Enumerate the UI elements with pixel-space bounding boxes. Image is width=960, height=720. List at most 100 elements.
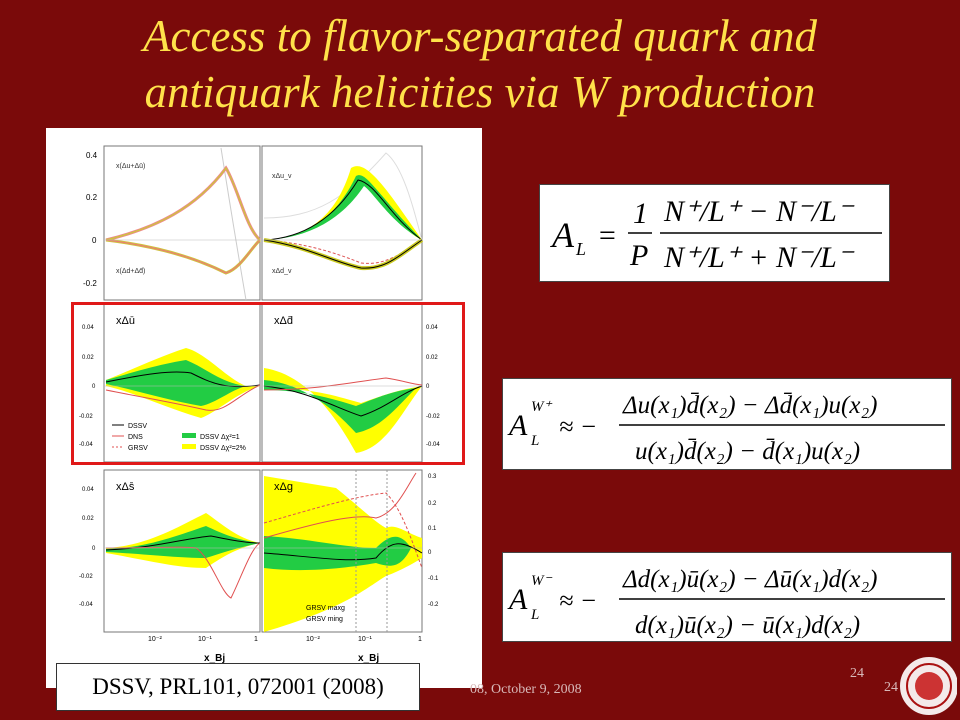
- uv-curve: [263, 179, 423, 241]
- panel-frame-1: [103, 145, 261, 301]
- tick-mid-3: 0: [92, 384, 96, 390]
- pdf-figure: x(Δu+Δū) x(Δd+Δd̄) xΔu_v xΔd_v xΔū xΔd̄ …: [46, 128, 482, 688]
- ubar-band-green: [106, 360, 246, 406]
- legend-g-1: GRSV maxg: [306, 605, 345, 612]
- dbar-band-green: [264, 380, 416, 433]
- uv-grey: [263, 152, 423, 241]
- tick-top-1: 0.4: [86, 151, 98, 160]
- legend-band-yellow: [182, 444, 196, 449]
- panel-frame-2: [261, 145, 423, 301]
- panel-label-6: xΔd̄: [274, 315, 293, 327]
- svg-text:A: A: [507, 409, 528, 442]
- tick-mid-5: -0.04: [79, 442, 93, 448]
- sbar-curve: [105, 535, 261, 551]
- equation-al: A L = 1 P N⁺/L⁺ − N⁻/L⁻ N⁺/L⁺ + N⁻/L⁻: [539, 184, 890, 282]
- svg-text:P: P: [629, 239, 648, 272]
- panel-label-7: xΔs̄: [116, 481, 135, 493]
- tick-g-1: 0.3: [428, 474, 437, 480]
- uv-band-green: [264, 175, 422, 240]
- tick-mid-r4: -0.02: [426, 414, 440, 420]
- equation-al-svg: A L = 1 P N⁺/L⁺ − N⁻/L⁻ N⁺/L⁺ + N⁻/L⁻: [550, 195, 882, 274]
- wminus-numerator: Δd(x₁)ū(x₂) − Δū(x₁)d(x₂): [622, 566, 877, 593]
- grey-curve: [220, 147, 247, 301]
- equation-w-plus-svg: A L W⁺ ≈ − Δu(x₁)d̄(x₂) − Δd̄(x₁)u(x₂) u…: [507, 392, 945, 465]
- highlight-box: [71, 302, 465, 465]
- g-band-green: [264, 536, 411, 571]
- equation-w-plus: A L W⁺ ≈ − Δu(x₁)d̄(x₂) − Δd̄(x₁)u(x₂) u…: [502, 378, 952, 470]
- dv-curve: [263, 239, 423, 269]
- xtick-l1: 10⁻²: [148, 636, 162, 643]
- panel-label-3: xΔu_v: [272, 173, 292, 180]
- xtick-l3: 1: [254, 636, 258, 643]
- svg-text:W⁻: W⁻: [531, 573, 552, 589]
- tick-mid-r5: -0.04: [426, 442, 440, 448]
- ubar-curve: [105, 371, 261, 388]
- legend-g-2: GRSV ming: [306, 616, 343, 623]
- wplus-denominator: u(x₁)d̄(x₂) − d̄(x₁)u(x₂): [635, 438, 860, 465]
- tick-g-2: 0.2: [428, 501, 437, 507]
- panel-frame-5: [103, 469, 261, 633]
- tick-mid-r2: 0.02: [426, 355, 438, 361]
- tick-g-5: -0.1: [428, 576, 439, 582]
- svg-text:W⁺: W⁺: [531, 399, 552, 415]
- al-numerator: N⁺/L⁺ − N⁻/L⁻: [663, 195, 855, 228]
- g-grsv: [263, 492, 423, 569]
- tick-top-4: -0.2: [83, 279, 97, 288]
- sbar-dns: [105, 542, 261, 599]
- tick-g-4: 0: [428, 550, 432, 556]
- slide-title: Access to flavor-separated quark and ant…: [0, 8, 960, 120]
- svg-text:L: L: [530, 433, 539, 449]
- page-number-partial: 24: [884, 680, 898, 695]
- tick-top-3: 0: [92, 236, 97, 245]
- g-dns: [263, 472, 417, 539]
- tick-top-2: 0.2: [86, 193, 98, 202]
- legend-dssv: DSSV: [128, 423, 147, 430]
- sbar-band-green: [106, 526, 260, 558]
- tick-mid-r1: 0.04: [426, 325, 438, 331]
- dv-dashed: [263, 239, 423, 264]
- upbar-curve: [105, 166, 261, 241]
- title-line-2: antiquark helicities via W production: [144, 67, 816, 117]
- legend-band-1: DSSV Δχ²=1: [200, 434, 240, 441]
- dbar-curve: [263, 385, 423, 417]
- panel-label-4: xΔd_v: [272, 268, 292, 275]
- svg-text:A: A: [550, 215, 575, 255]
- page-number: 24: [850, 666, 864, 681]
- tick-bot-1: 0.04: [82, 487, 94, 493]
- tick-bot-5: -0.04: [79, 602, 93, 608]
- panel-label-2: x(Δd+Δd̄): [116, 268, 145, 275]
- dpdbar-curve: [105, 239, 261, 274]
- dbar-dns: [263, 377, 423, 391]
- xtick-r1: 10⁻²: [306, 636, 320, 643]
- legend-band-green: [182, 433, 196, 438]
- tick-bot-4: -0.02: [79, 574, 93, 580]
- xlabel-left: x_Bj: [204, 653, 225, 664]
- xlabel-right: x_Bj: [358, 653, 379, 664]
- xtick-r2: 10⁻¹: [358, 636, 372, 643]
- svg-text:≈ −: ≈ −: [559, 412, 597, 441]
- tick-g-3: 0.1: [428, 526, 437, 532]
- legend-dns: DNS: [128, 434, 143, 441]
- equation-w-minus: A L W⁻ ≈ − Δd(x₁)ū(x₂) − Δū(x₁)d(x₂) d(x…: [502, 552, 952, 642]
- title-line-1: Access to flavor-separated quark and: [143, 11, 817, 61]
- legend-band-2: DSSV Δχ²=2%: [200, 445, 246, 452]
- footer-text: 08, October 9, 2008: [470, 682, 582, 697]
- ubar-dns: [105, 384, 261, 411]
- tick-g-6: -0.2: [428, 602, 439, 608]
- tick-mid-2: 0.02: [82, 355, 94, 361]
- wminus-denominator: d(x₁)ū(x₂) − ū(x₁)d(x₂): [635, 612, 860, 639]
- legend-grsv: GRSV: [128, 445, 148, 452]
- g-curve: [263, 543, 423, 561]
- svg-text:≈ −: ≈ −: [559, 586, 597, 615]
- svg-text:A: A: [507, 583, 528, 616]
- tick-bot-2: 0.02: [82, 516, 94, 522]
- xtick-r3: 1: [418, 636, 422, 643]
- tick-mid-r3: 0: [426, 384, 430, 390]
- svg-text:1: 1: [633, 197, 648, 230]
- pdf-figure-svg: x(Δu+Δū) x(Δd+Δd̄) xΔu_v xΔd_v xΔū xΔd̄ …: [79, 145, 440, 664]
- university-seal-icon: [898, 655, 957, 717]
- svg-text:=: =: [597, 219, 617, 252]
- xtick-l2: 10⁻¹: [198, 636, 212, 643]
- panel-label-1: x(Δu+Δū): [116, 163, 145, 170]
- panel-label-8: xΔg: [274, 481, 293, 493]
